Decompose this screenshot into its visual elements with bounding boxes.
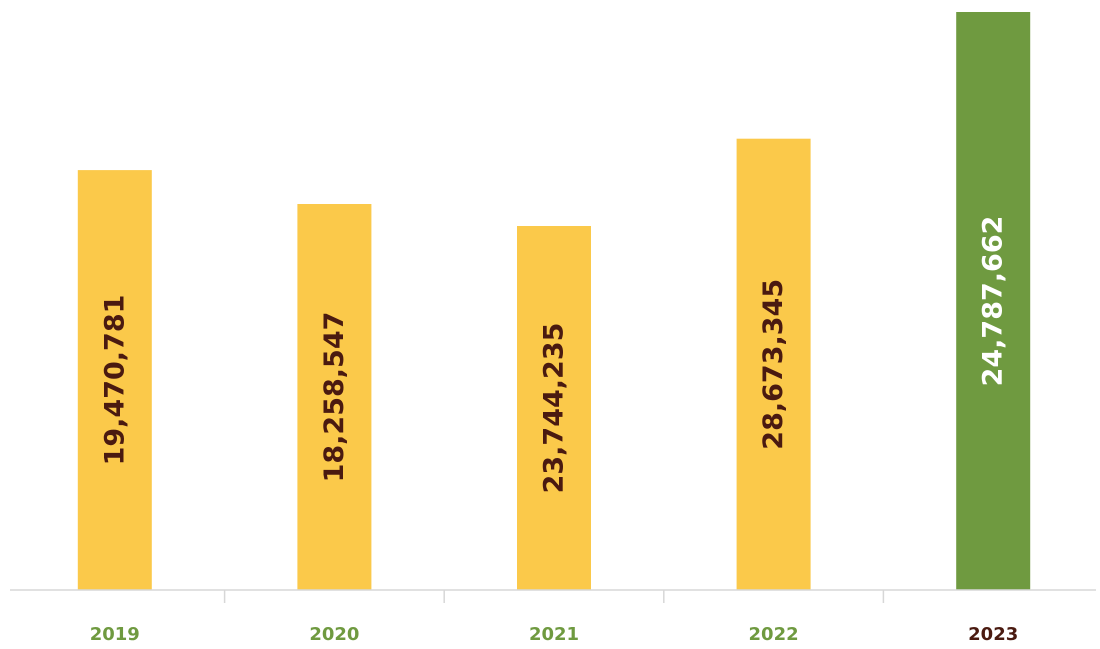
bar-2020 (297, 204, 372, 590)
x-axis-ticks (223, 590, 885, 603)
bar-2023 (956, 12, 1031, 590)
x-tick-label-2022: 2022 (749, 624, 799, 645)
bar-2021 (517, 226, 591, 590)
x-tick-label-2023: 2023 (968, 624, 1018, 645)
x-tick-label-2021: 2021 (529, 624, 579, 645)
bar-value-label-2019: 19,470,781 (99, 295, 130, 466)
bar-value-label-2023: 24,787,662 (978, 216, 1009, 387)
x-axis-labels: 2019 2020 2021 2022 2023 (90, 624, 1019, 645)
bar-value-label-2020: 18,258,547 (319, 312, 350, 483)
bar-value-label-2021: 23,744,235 (539, 323, 570, 494)
bar-2022 (736, 138, 811, 590)
x-tick-label-2019: 2019 (90, 624, 140, 645)
x-tick-label-2020: 2020 (309, 624, 359, 645)
bar-value-label-2022: 28,673,345 (758, 279, 789, 450)
bar-2019 (77, 170, 152, 590)
bars-group: 19,470,781 18,258,547 23,744,235 28,673,345… (77, 12, 1031, 590)
